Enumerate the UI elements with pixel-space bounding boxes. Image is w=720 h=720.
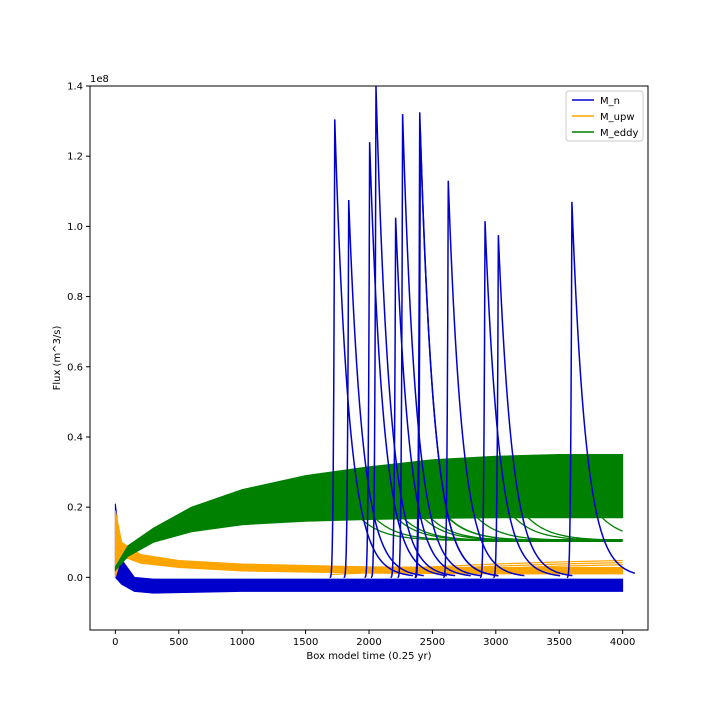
x-axis: 0 500 1000 1500 2000 2500 3000 3500 4000 bbox=[112, 630, 635, 648]
series-m-n-spike bbox=[443, 180, 525, 579]
legend-label-m-upw: M_upw bbox=[600, 112, 635, 123]
series-m-n-spike bbox=[343, 200, 424, 579]
series-m-n-spike bbox=[397, 114, 481, 579]
x-tick-label: 1500 bbox=[293, 637, 318, 648]
series-m-upw-band bbox=[114, 510, 624, 578]
y-offset-label: 1e8 bbox=[90, 74, 109, 85]
x-tick-label: 3500 bbox=[547, 637, 572, 648]
y-tick-label: 0.4 bbox=[67, 432, 83, 443]
series-m-upw-tail bbox=[330, 564, 623, 576]
series-layer bbox=[114, 86, 636, 594]
legend-label-m-eddy: M_eddy bbox=[600, 128, 638, 139]
y-tick-label: 0.8 bbox=[67, 292, 83, 303]
series-m-n-spike bbox=[370, 86, 456, 579]
legend-label-m-n: M_n bbox=[600, 96, 620, 107]
series-m-n-spike bbox=[566, 201, 636, 579]
series-m-eddy-decay bbox=[571, 454, 623, 532]
legend-frame bbox=[565, 90, 644, 142]
series-m-n-spike bbox=[415, 131, 499, 579]
x-tick-label: 2500 bbox=[420, 637, 445, 648]
series-m-n-spike bbox=[479, 221, 561, 579]
legend: M_n M_upw M_eddy bbox=[565, 90, 644, 142]
series-m-n-band bbox=[114, 503, 624, 594]
series-m-eddy-band bbox=[114, 454, 624, 572]
y-tick-label: 1.4 bbox=[67, 82, 83, 93]
series-m-n-spike bbox=[329, 119, 413, 579]
x-tick-label: 2000 bbox=[356, 637, 381, 648]
x-tick-label: 0 bbox=[112, 637, 118, 648]
y-axis-label: Flux (m^3/s) bbox=[52, 325, 63, 390]
x-tick-label: 3000 bbox=[483, 637, 508, 648]
x-tick-label: 500 bbox=[169, 637, 188, 648]
y-tick-label: 0.2 bbox=[67, 503, 83, 514]
series-m-upw-tail bbox=[330, 562, 623, 574]
y-tick-label: 0.0 bbox=[67, 573, 83, 584]
series-m-n-spike bbox=[364, 142, 447, 579]
series-m-n-spike bbox=[493, 235, 573, 579]
y-tick-label: 1.0 bbox=[67, 222, 83, 233]
y-tick-label: 1.2 bbox=[67, 152, 83, 163]
x-tick-label: 1000 bbox=[229, 637, 254, 648]
x-axis-label: Box model time (0.25 yr) bbox=[306, 651, 431, 662]
y-tick-label: 0.6 bbox=[67, 362, 83, 373]
y-axis: 0.0 0.2 0.4 0.6 0.8 1.0 1.2 1.4 bbox=[67, 82, 90, 584]
series-m-n-spike bbox=[390, 217, 471, 579]
x-tick-label: 4000 bbox=[610, 637, 635, 648]
